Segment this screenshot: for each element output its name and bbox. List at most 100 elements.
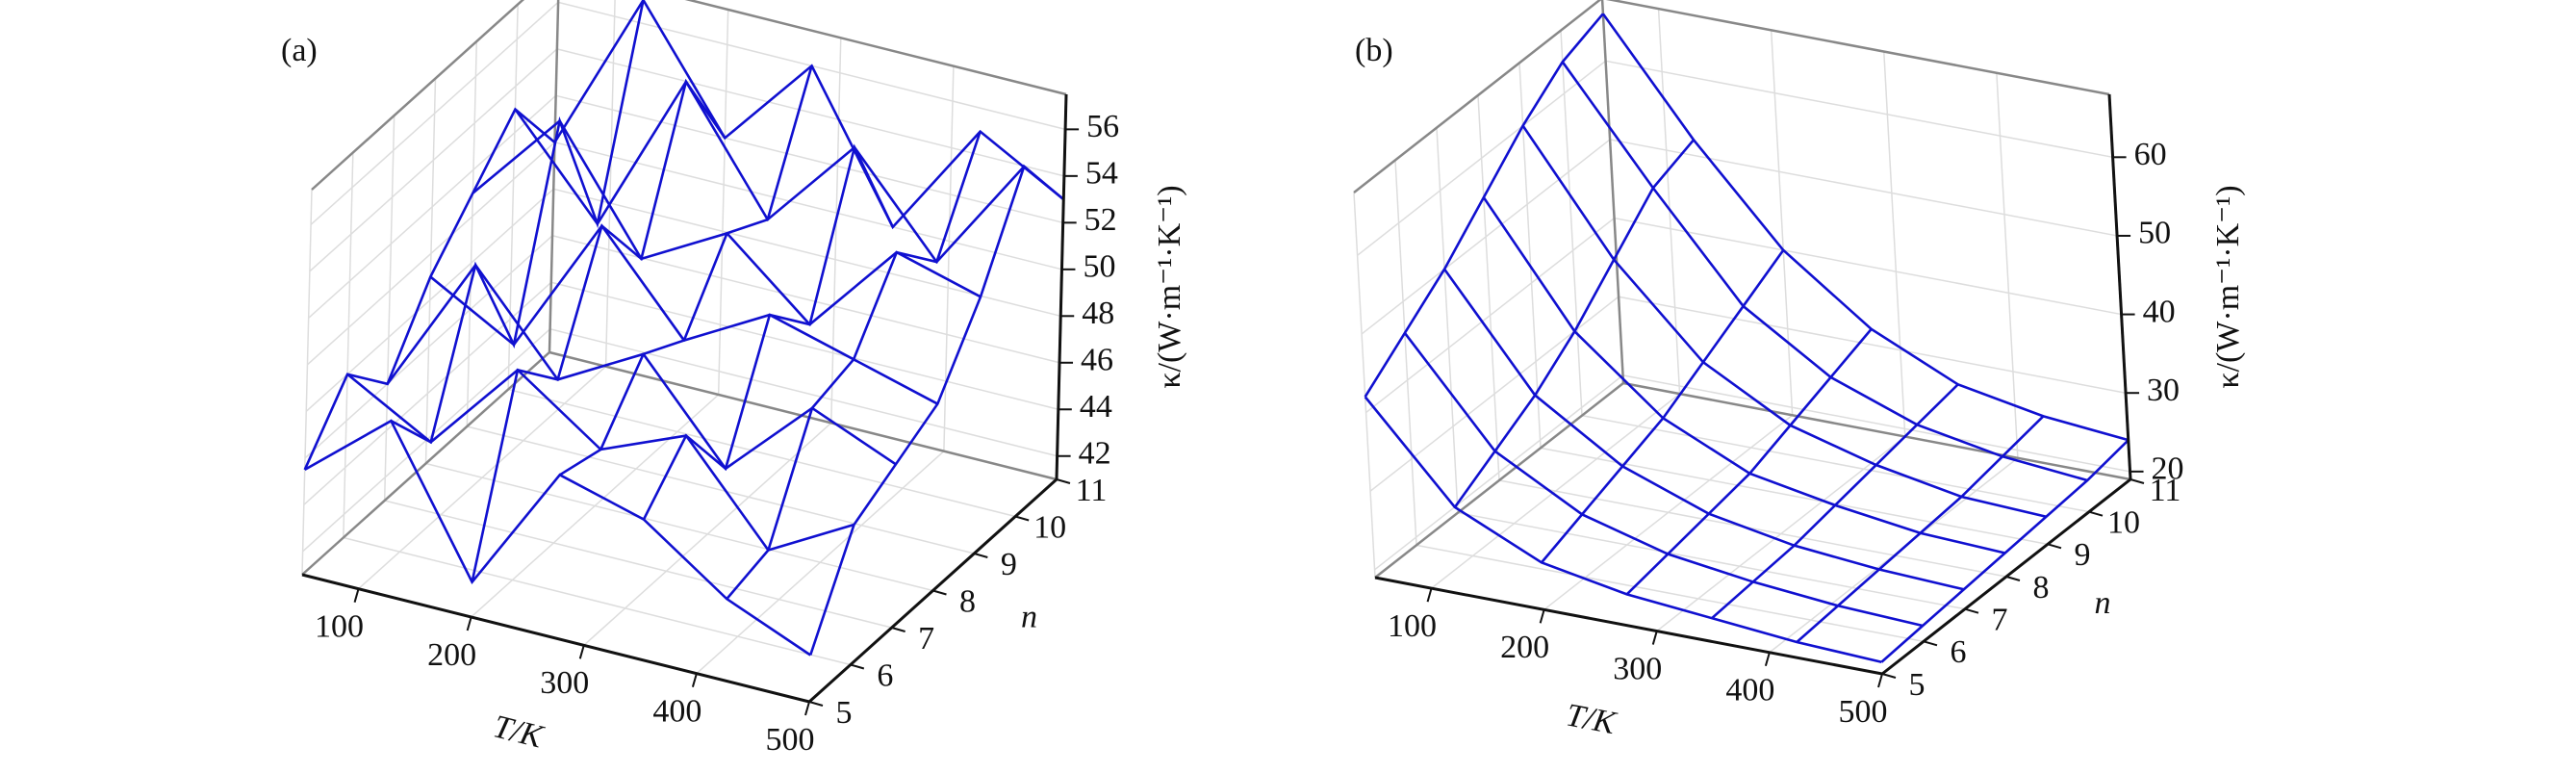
y-tick-label: 6 [877, 657, 893, 693]
wire-column [1540, 249, 1785, 564]
y-tick [2005, 576, 2021, 581]
grid-line [424, 78, 437, 464]
grid-line [507, 4, 519, 390]
x-tick-label: 300 [1613, 651, 1662, 686]
grid-line [1605, 60, 2113, 159]
z-tick-label: 50 [2138, 216, 2171, 251]
y-tick-label: 8 [959, 583, 976, 619]
grid-line [1618, 296, 2127, 394]
y-tick [974, 553, 988, 558]
wire-row [1364, 396, 1882, 664]
y-axis-label: n [2095, 585, 2111, 621]
pane-edge [684, 0, 1067, 96]
grid-line [830, 38, 842, 424]
grid-line [555, 94, 1063, 224]
grid-line [306, 142, 555, 366]
wire-column [559, 65, 813, 477]
pane-edge [1622, 381, 2131, 481]
grid-line [1436, 127, 1459, 513]
x-tick [578, 645, 585, 659]
z-tick-label: 50 [1083, 249, 1115, 285]
z-tick-label: 52 [1084, 202, 1117, 238]
grid-line [717, 9, 729, 396]
wire-row [304, 419, 811, 657]
grid-line [943, 65, 955, 451]
grid-line [1457, 511, 1966, 610]
x-tick-label: 100 [1388, 608, 1437, 644]
y-tick-label: 5 [836, 695, 853, 731]
grid-line [556, 48, 1065, 177]
z-axis [2107, 93, 2132, 480]
y-tick-label: 7 [918, 621, 934, 657]
grid-line [343, 152, 354, 538]
wire-row [553, 0, 1065, 230]
grid-line [384, 500, 892, 629]
y-tick-label: 5 [1909, 667, 1926, 703]
grid-line [507, 388, 1016, 518]
y-tick-label: 9 [1001, 547, 1017, 582]
panel-label: (a) [281, 33, 318, 68]
wire-row [1521, 124, 2047, 519]
x-tick-label: 400 [1725, 673, 1774, 709]
grid-line [308, 94, 557, 319]
z-tick-label: 48 [1082, 296, 1114, 331]
wire-column [1796, 415, 2045, 643]
x-axis [301, 573, 810, 704]
y-tick [2047, 543, 2062, 550]
y-tick [1014, 515, 1030, 522]
y-tick-label: 11 [2150, 473, 2181, 508]
wire-row [1443, 268, 1965, 591]
y-tick [932, 589, 947, 596]
grid-line [1609, 139, 2118, 237]
wire-row [514, 79, 1026, 265]
y-tick [850, 663, 865, 670]
y-tick [1964, 607, 1979, 614]
z-tick-label: 54 [1085, 156, 1118, 192]
x-tick [804, 701, 810, 716]
wire-column [1364, 13, 1604, 398]
x-tick [1539, 609, 1545, 624]
x-tick-label: 100 [315, 608, 364, 644]
y-tick-label: 9 [2075, 537, 2091, 573]
y-tick [1923, 640, 1938, 647]
z-tick-label: 40 [2143, 294, 2176, 329]
wire-column [1880, 439, 2130, 663]
wire-column [1453, 139, 1696, 508]
y-tick-label: 10 [2107, 504, 2140, 540]
grid-line [1996, 72, 2019, 458]
x-tick [1426, 587, 1433, 603]
wire-column [1625, 328, 1873, 596]
x-tick [1651, 631, 1658, 645]
y-tick [2130, 478, 2145, 484]
pane-edge [1600, 0, 1625, 384]
wire-column [471, 78, 727, 582]
wire-column [303, 107, 556, 471]
y-tick-label: 7 [1992, 602, 2008, 637]
x-axis-label: T/K [1563, 697, 1620, 741]
grid-line [309, 48, 558, 272]
grid-line [1361, 139, 1611, 335]
wire-row [386, 263, 897, 471]
z-axis-label: κ/(W·m⁻¹·K⁻¹) [2210, 185, 2246, 388]
x-tick [1764, 652, 1771, 667]
grid-line [1357, 60, 1607, 256]
wire-row [1561, 61, 2088, 482]
y-tick-label: 11 [1076, 473, 1108, 508]
z-tick-label: 46 [1081, 343, 1113, 378]
panel-label: (b) [1355, 33, 1393, 68]
z-tick-label: 42 [1079, 436, 1111, 472]
grid-line [1353, 192, 1376, 579]
x-tick-label: 200 [1500, 630, 1549, 665]
grid-line [1394, 160, 1417, 546]
wire-column [1711, 383, 1959, 620]
grid-line [1560, 30, 1583, 416]
grid-line [310, 1, 559, 225]
pane-edge [1374, 382, 1624, 579]
y-tick-label: 10 [1033, 509, 1066, 545]
z-tick-label: 60 [2134, 137, 2167, 172]
y-tick [1881, 673, 1897, 679]
pane-edge [311, 0, 525, 191]
z-tick-label: 20 [2152, 451, 2184, 487]
x-tick [466, 616, 472, 631]
z-tick-label: 30 [2147, 373, 2180, 408]
